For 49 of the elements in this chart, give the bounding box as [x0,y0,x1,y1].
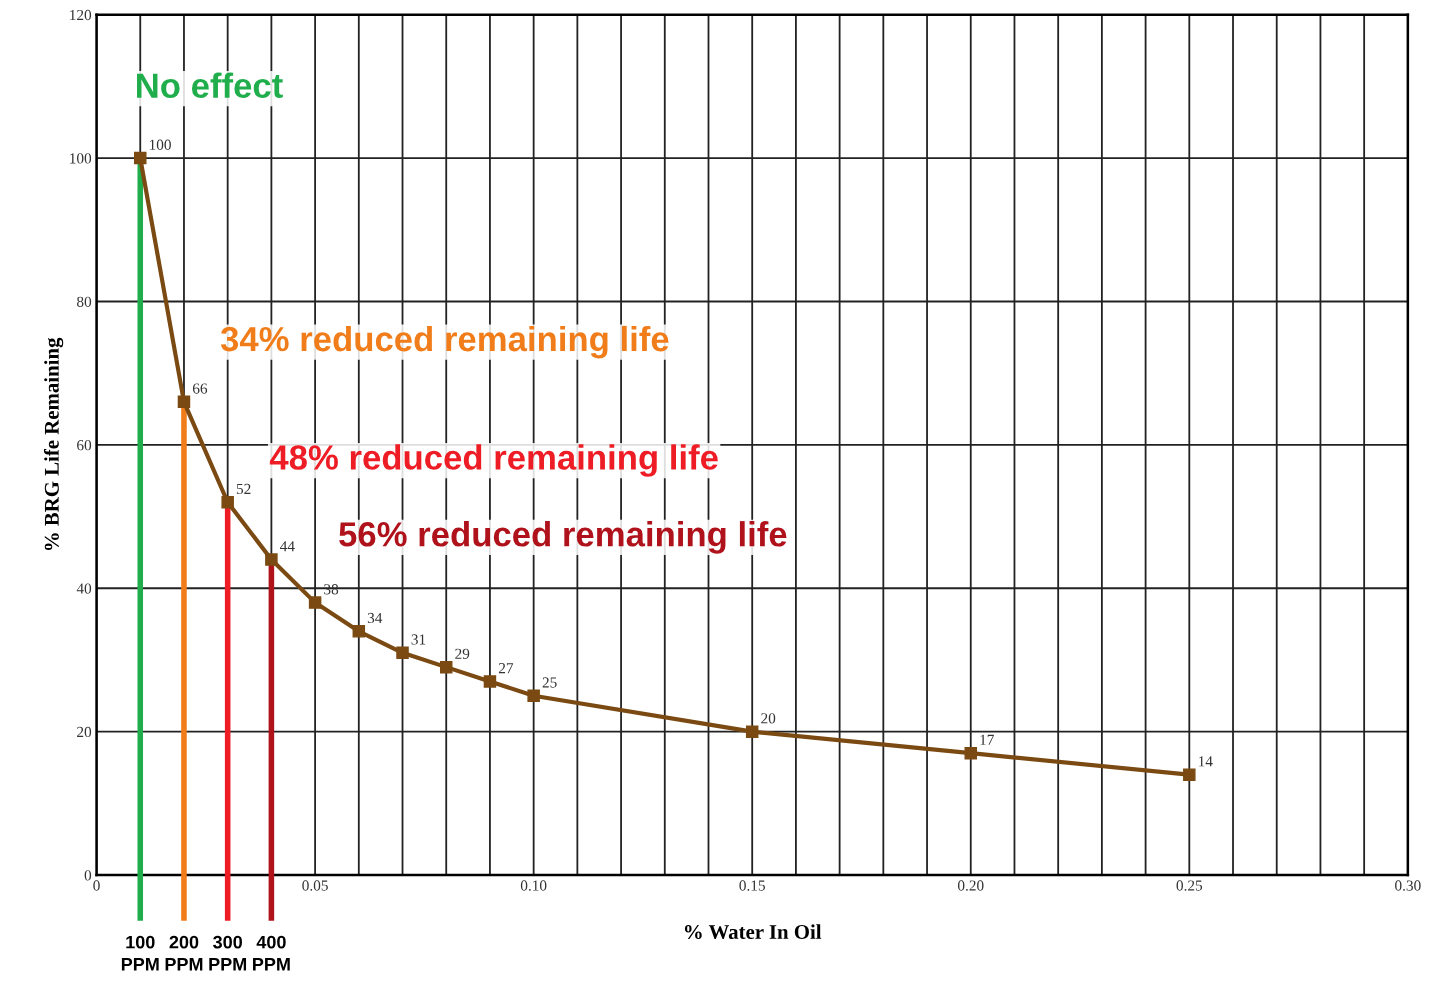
point [396,646,409,660]
annotation: 34% reduced remaining life [220,325,669,359]
x-tick-label: 0.30 [1395,880,1421,891]
y-tick-label: 80 [76,296,92,307]
annotation: 56% reduced remaining life [339,521,787,554]
data-label: 17 [980,734,994,745]
point [352,625,366,638]
ref-line-label: 200 PPM [165,935,203,971]
ref-line-label: 400 PPM [253,935,290,971]
ref-line-label: 100 PPM [121,935,159,971]
data-label: 66 [192,383,208,394]
point [527,689,540,703]
x-tick-label: 0.10 [520,880,547,891]
data-label: 44 [280,541,295,552]
x-tick-label: 0.25 [1176,880,1203,891]
point [134,151,147,165]
x-tick-label: 0 [93,880,100,891]
x-tick-label: 0.15 [739,880,765,891]
y-tick-label: 60 [77,440,92,451]
data-label: 20 [761,713,776,724]
y-axis-title: % BRG Life Remaining [43,337,64,551]
y-tick-label: 40 [76,583,92,594]
x-axis-title: % Water In Oil [684,924,822,940]
y-tick-label: 100 [70,153,92,164]
ref-line-label: 300 PPM [209,935,247,971]
data-label: 34 [367,612,383,624]
point [745,725,759,738]
data-label: 25 [542,677,557,688]
point [964,746,978,760]
data-label: 27 [498,663,514,674]
data-label: 52 [236,483,251,495]
point [483,675,497,688]
point [439,660,453,674]
annotation: No effect [137,72,283,98]
x-tick-label: 0.05 [302,880,328,891]
point [221,495,234,509]
y-tick-label: 0 [84,870,92,881]
point [177,395,191,409]
annotation: 48% reduced remaining life [269,444,718,477]
point [308,596,322,609]
point [1183,768,1196,781]
y-tick-label: 120 [70,9,92,21]
data-label: 31 [411,634,426,645]
x-tick-label: 0.20 [957,880,984,891]
data-label: 100 [149,139,171,150]
point [265,553,278,566]
y-tick-label: 20 [77,726,92,738]
data-label: 29 [455,648,470,659]
data-label: 14 [1198,756,1213,767]
